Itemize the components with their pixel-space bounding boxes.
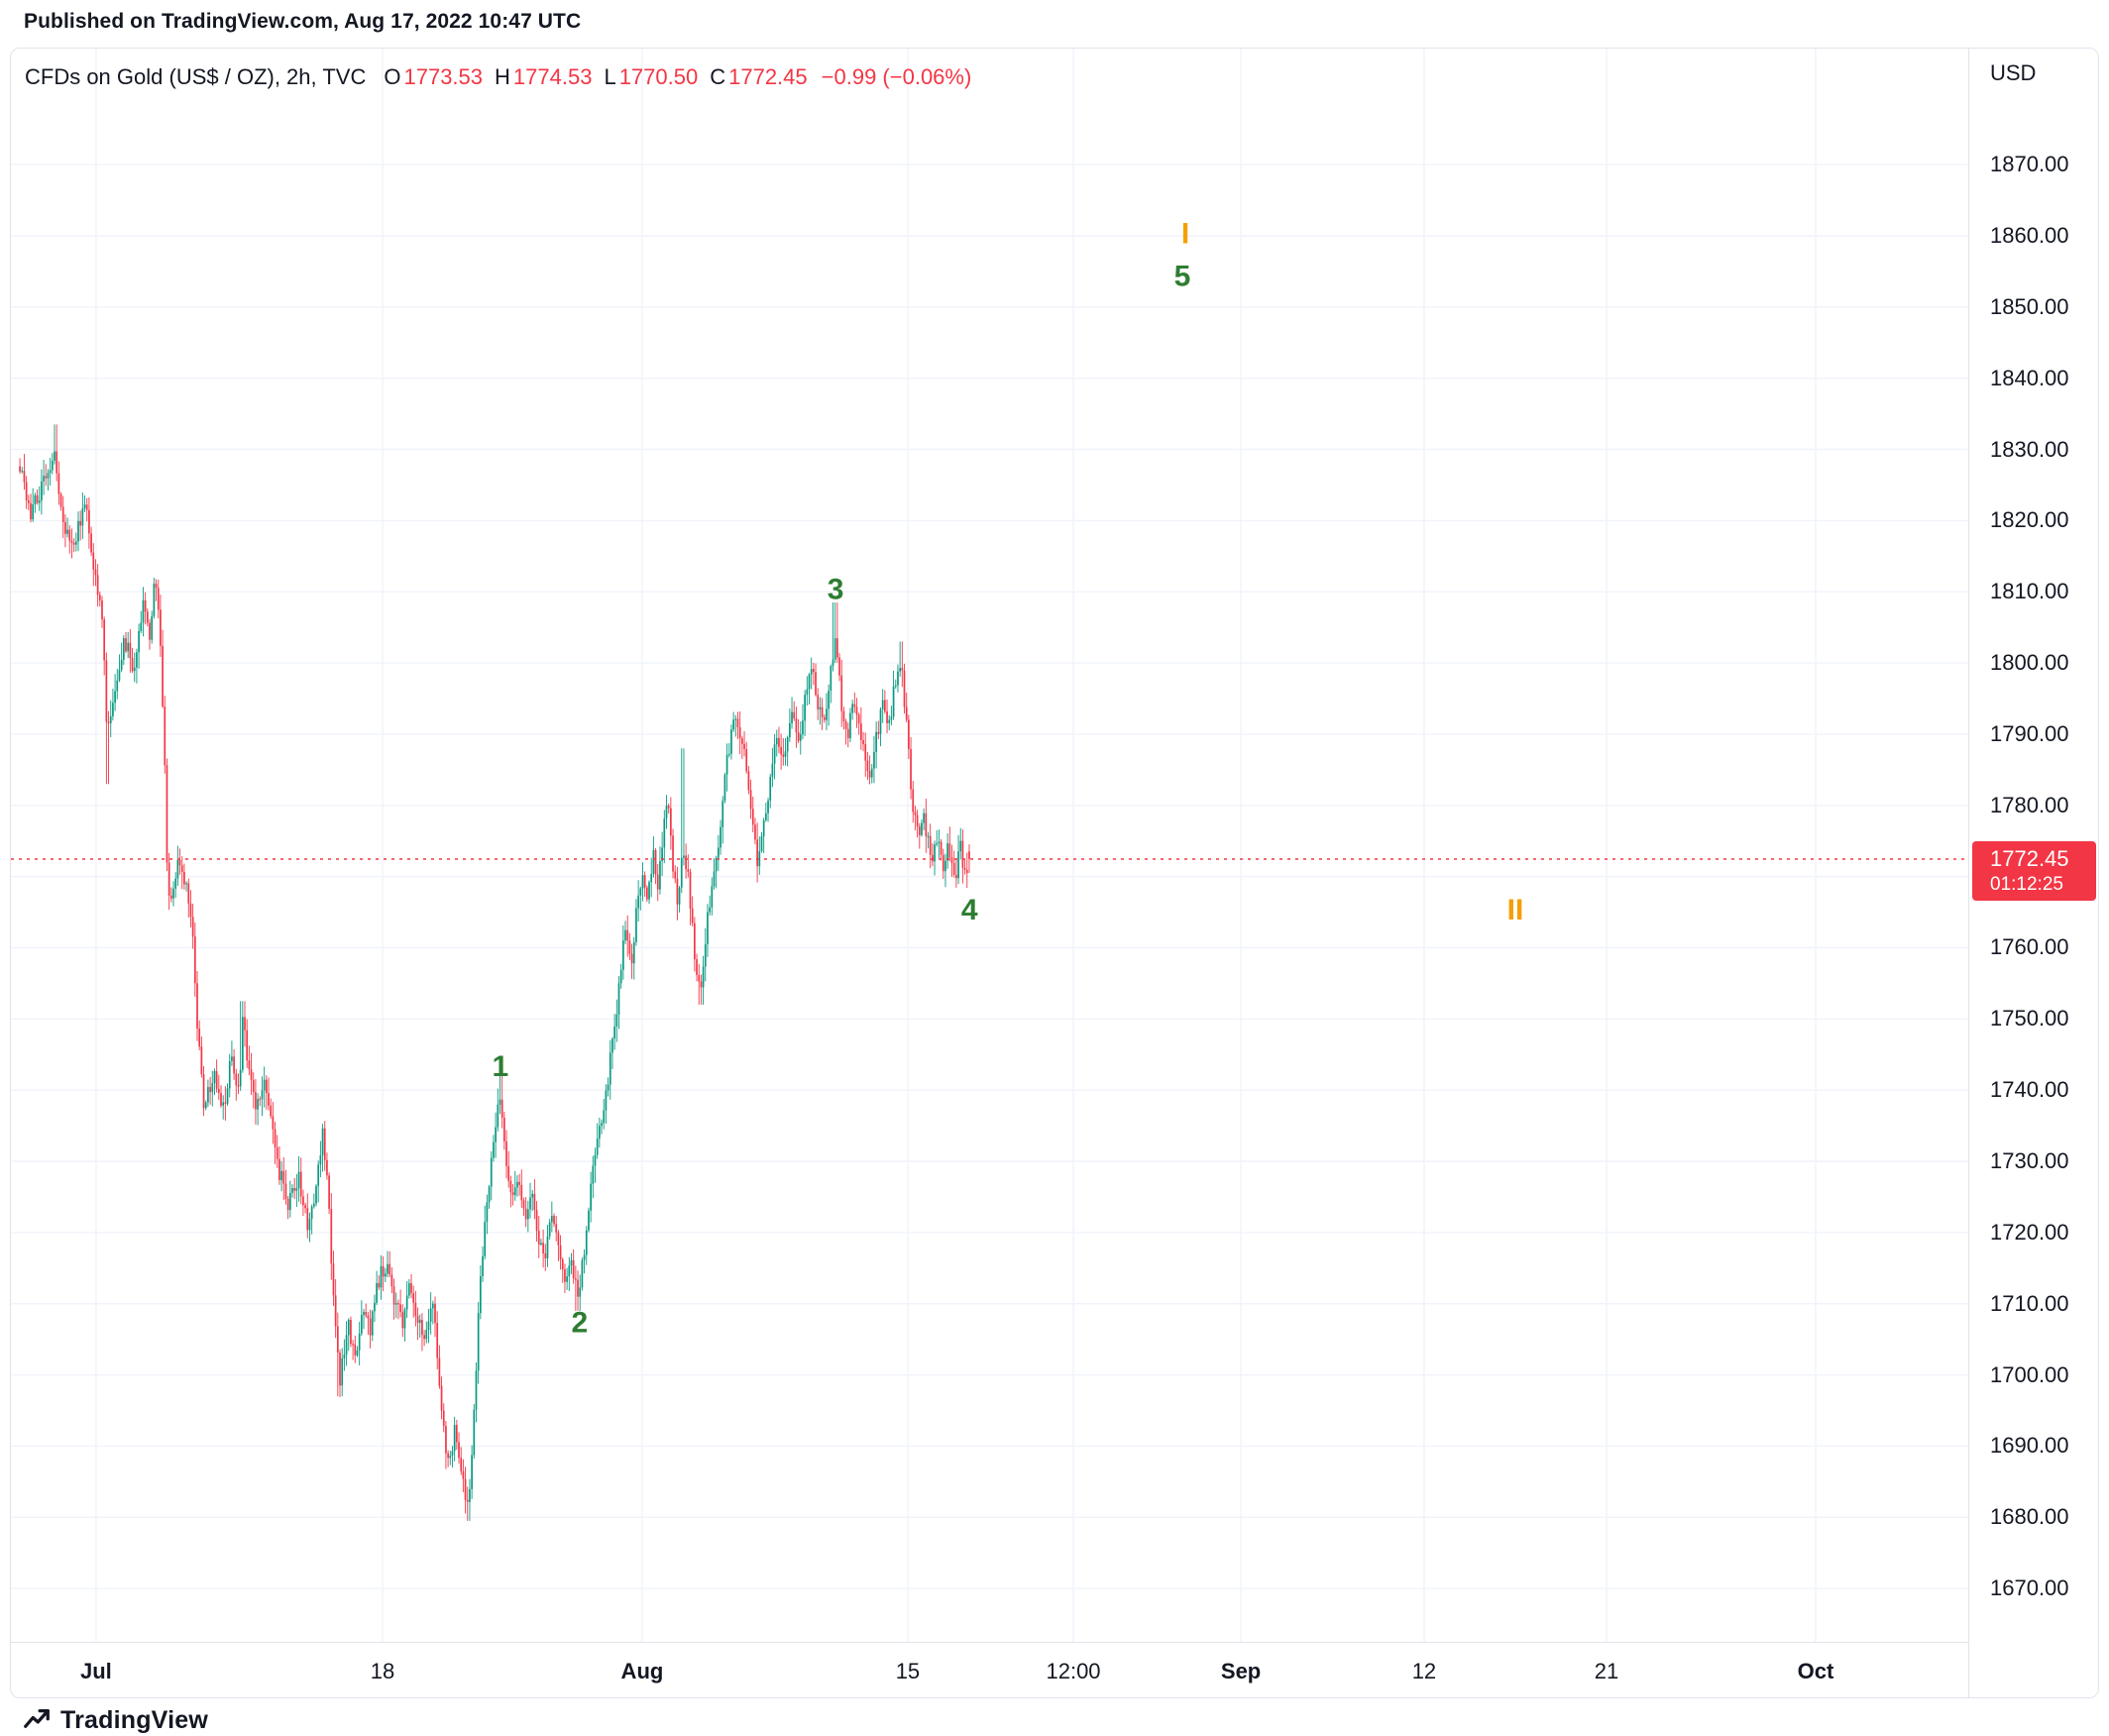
bar-countdown: 01:12:25 [1990, 874, 2063, 895]
ohlc-key-L: L [604, 64, 616, 89]
last-price-badge: 1772.45 01:12:25 [1972, 841, 2096, 901]
wave-label-3[interactable]: 3 [828, 574, 844, 606]
price-tick-1790: 1790.00 [1990, 720, 2069, 746]
wave-label-II[interactable]: II [1507, 894, 1524, 926]
time-tick-Sep: Sep [1220, 1659, 1262, 1683]
price-tick-1800: 1800.00 [1990, 650, 2069, 676]
symbol-title: CFDs on Gold (US$ / OZ), 2h, TVC [25, 64, 367, 89]
ohlc-key-C: C [710, 64, 726, 89]
ohlc-value-C: 1772.45 [728, 64, 808, 89]
grid-lines [11, 49, 1968, 1642]
price-tick-1780: 1780.00 [1990, 792, 2069, 817]
price-tick-1730: 1730.00 [1990, 1148, 2069, 1173]
currency-label: USD [1990, 60, 2037, 85]
wave-label-4[interactable]: 4 [961, 894, 978, 926]
price-tick-1700: 1700.00 [1990, 1361, 2069, 1387]
change-value: −0.99 (−0.06%) [821, 64, 972, 89]
price-tick-1680: 1680.00 [1990, 1504, 2069, 1530]
time-tick-Aug: Aug [620, 1659, 664, 1683]
legend: CFDs on Gold (US$ / OZ), 2h, TVC O 1773.5… [25, 64, 971, 90]
ohlc-value-L: 1770.50 [618, 64, 699, 89]
ohlc-values: O 1773.53 H 1774.53 L 1770.50 C 1772.45 [372, 64, 807, 90]
wave-label-1[interactable]: 1 [493, 1050, 509, 1083]
price-tick-1760: 1760.00 [1990, 934, 2069, 960]
ohlc-key-O: O [384, 64, 401, 89]
tradingview-logo-icon[interactable] [22, 1705, 52, 1735]
price-tick-1830: 1830.00 [1990, 436, 2069, 462]
ohlc-value-H: 1774.53 [512, 64, 593, 89]
wave-label-2[interactable]: 2 [572, 1307, 589, 1340]
price-tick-1870: 1870.00 [1990, 152, 2069, 177]
time-tick-15: 15 [895, 1659, 921, 1683]
footer: TradingView [22, 1704, 208, 1736]
plot-area[interactable]: 1 2 3 4 5 I II CFDs on Gold (US$ / OZ), 2h, TV… [11, 49, 1968, 1642]
price-tick-1840: 1840.00 [1990, 365, 2069, 390]
time-tick-Oct: Oct [1797, 1659, 1834, 1683]
wave-label-5[interactable]: 5 [1174, 261, 1191, 293]
price-tick-1720: 1720.00 [1990, 1219, 2069, 1245]
wave-label-I[interactable]: I [1181, 217, 1189, 250]
price-axis[interactable]: USD 1870.00 1860.00 1850.00 1840.00 1830.00 1… [1968, 49, 2098, 1697]
time-tick-21: 21 [1594, 1659, 1619, 1683]
ohlc-value-O: 1773.53 [403, 64, 484, 89]
chart-card: 1 2 3 4 5 I II CFDs on Gold (US$ / OZ), 2h, TV… [10, 48, 2099, 1698]
candles [19, 424, 970, 1521]
price-tick-1690: 1690.00 [1990, 1433, 2069, 1459]
price-tick-1740: 1740.00 [1990, 1077, 2069, 1103]
price-tick-1710: 1710.00 [1990, 1290, 2069, 1316]
price-tick-1850: 1850.00 [1990, 293, 2069, 319]
price-tick-1860: 1860.00 [1990, 222, 2069, 248]
time-tick-18: 18 [370, 1659, 395, 1683]
ohlc-key-H: H [495, 64, 510, 89]
time-tick-12: 12 [1411, 1659, 1437, 1683]
tradingview-wordmark[interactable]: TradingView [60, 1705, 209, 1734]
time-axis[interactable]: Jul 18 Aug 15 12:00 Sep 12 21 Oct [11, 1642, 1968, 1697]
published-header: Published on TradingView.com, Aug 17, 20… [24, 10, 582, 33]
price-tick-1820: 1820.00 [1990, 507, 2069, 533]
price-tick-1750: 1750.00 [1990, 1006, 2069, 1031]
time-tick-12:00: 12:00 [1046, 1659, 1101, 1683]
price-tick-1670: 1670.00 [1990, 1575, 2069, 1601]
time-tick-Jul: Jul [80, 1659, 112, 1683]
last-price-value: 1772.45 [1990, 846, 2069, 871]
price-tick-1810: 1810.00 [1990, 579, 2069, 604]
